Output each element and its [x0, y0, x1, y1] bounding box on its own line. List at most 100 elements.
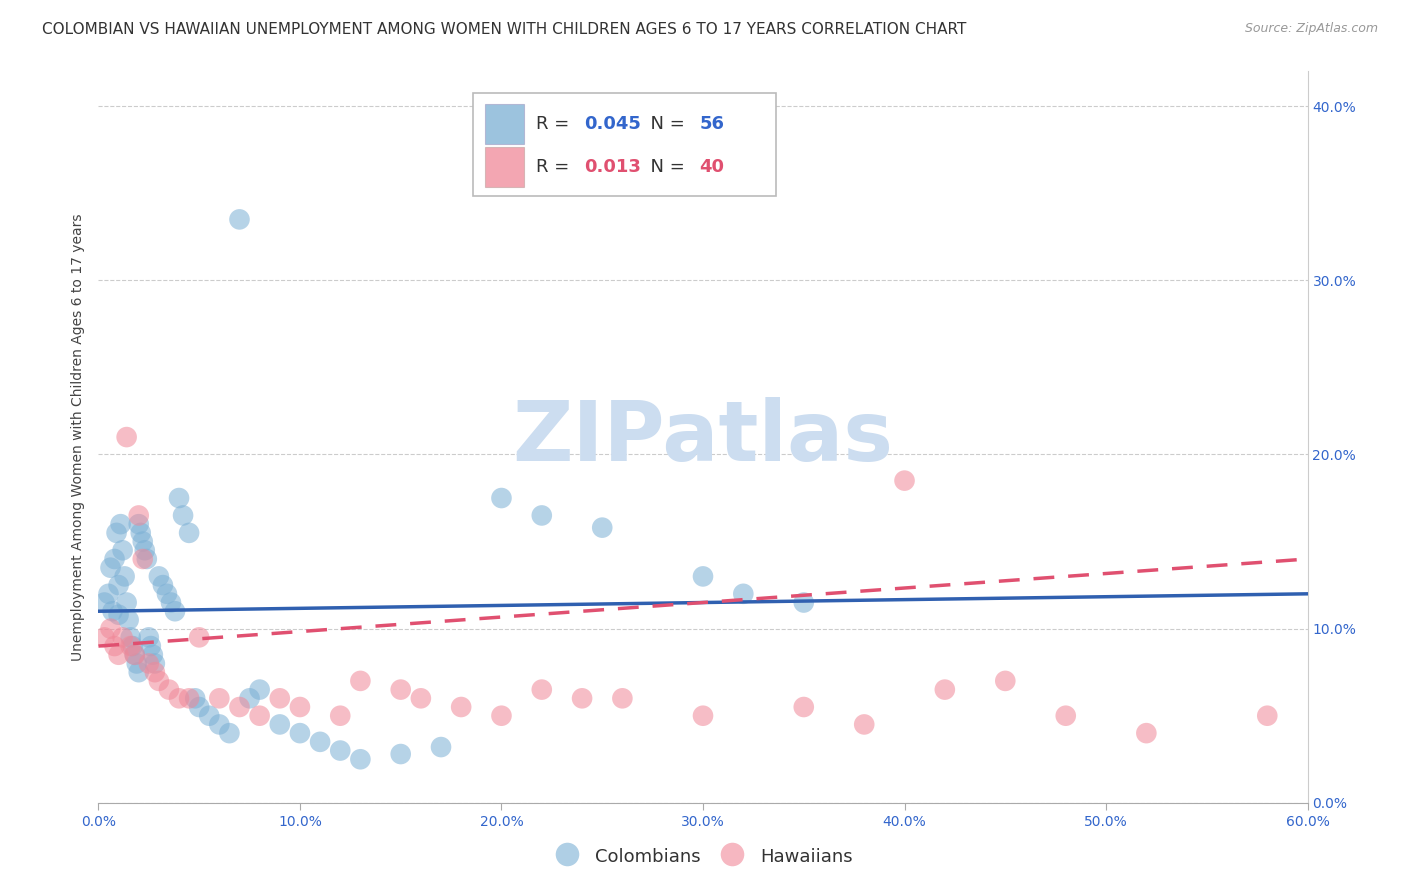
Point [100, 560, 122, 574]
Point [184, 691, 207, 706]
Point [111, 543, 134, 558]
Point [157, 682, 180, 697]
Point [107, 578, 129, 592]
Point [269, 717, 291, 731]
Point [329, 708, 352, 723]
Text: 40: 40 [699, 158, 724, 176]
Point [167, 491, 190, 505]
Point [138, 631, 160, 645]
Point [134, 543, 156, 558]
Point [179, 525, 201, 540]
Point [188, 700, 211, 714]
Point [1256, 708, 1278, 723]
Point [172, 508, 194, 523]
Point [893, 474, 915, 488]
Point [132, 552, 155, 566]
Point [160, 595, 183, 609]
Point [389, 682, 412, 697]
Point [288, 700, 311, 714]
Point [692, 708, 714, 723]
Point [208, 691, 231, 706]
Text: N =: N = [638, 115, 690, 133]
Text: 0.045: 0.045 [585, 115, 641, 133]
Point [309, 735, 332, 749]
Point [239, 691, 262, 706]
Point [115, 430, 138, 444]
Point [530, 682, 553, 697]
FancyBboxPatch shape [485, 147, 524, 187]
Point [152, 578, 174, 592]
Point [249, 708, 271, 723]
Point [692, 569, 714, 583]
Point [125, 657, 148, 671]
Point [853, 717, 876, 731]
Point [934, 682, 956, 697]
Point [1135, 726, 1157, 740]
Point [198, 708, 221, 723]
Point [1054, 708, 1077, 723]
Point [93, 595, 115, 609]
Point [208, 717, 231, 731]
Legend: Colombians, Hawaiians: Colombians, Hawaiians [546, 838, 860, 874]
Point [571, 691, 593, 706]
Point [491, 708, 513, 723]
Point [142, 648, 165, 662]
Point [103, 639, 125, 653]
Point [994, 673, 1017, 688]
Point [110, 517, 132, 532]
Point [450, 700, 472, 714]
Y-axis label: Unemployment Among Women with Children Ages 6 to 17 years: Unemployment Among Women with Children A… [70, 213, 84, 661]
Point [188, 631, 211, 645]
Point [115, 595, 138, 609]
Point [111, 631, 134, 645]
Point [101, 604, 124, 618]
Point [143, 657, 166, 671]
Point [612, 691, 634, 706]
Point [143, 665, 166, 680]
Point [269, 691, 291, 706]
Point [105, 525, 128, 540]
Point [121, 639, 143, 653]
Point [114, 569, 136, 583]
Point [163, 604, 186, 618]
Point [124, 648, 146, 662]
Point [218, 726, 240, 740]
Point [349, 752, 371, 766]
Point [135, 552, 157, 566]
Point [329, 743, 352, 757]
Point [128, 508, 150, 523]
Point [120, 639, 142, 653]
Point [138, 657, 160, 671]
Point [179, 691, 201, 706]
Point [591, 521, 613, 535]
Point [139, 639, 162, 653]
Text: COLOMBIAN VS HAWAIIAN UNEMPLOYMENT AMONG WOMEN WITH CHILDREN AGES 6 TO 17 YEARS : COLOMBIAN VS HAWAIIAN UNEMPLOYMENT AMONG… [42, 22, 966, 37]
FancyBboxPatch shape [474, 94, 776, 195]
Point [228, 212, 250, 227]
Text: 56: 56 [699, 115, 724, 133]
Point [129, 525, 152, 540]
Point [120, 631, 142, 645]
Point [128, 517, 150, 532]
Point [349, 673, 371, 688]
Point [124, 648, 146, 662]
Text: R =: R = [536, 115, 575, 133]
Point [288, 726, 311, 740]
Point [530, 508, 553, 523]
Point [156, 587, 179, 601]
Text: 0.013: 0.013 [585, 158, 641, 176]
Point [793, 700, 815, 714]
Point [409, 691, 432, 706]
Point [100, 622, 122, 636]
Point [249, 682, 271, 697]
Point [128, 665, 150, 680]
Point [389, 747, 412, 761]
Point [107, 607, 129, 622]
Point [93, 631, 115, 645]
Point [132, 534, 155, 549]
Point [103, 552, 125, 566]
Text: ZIPatlas: ZIPatlas [513, 397, 893, 477]
Text: R =: R = [536, 158, 575, 176]
Point [148, 569, 170, 583]
Point [107, 648, 129, 662]
